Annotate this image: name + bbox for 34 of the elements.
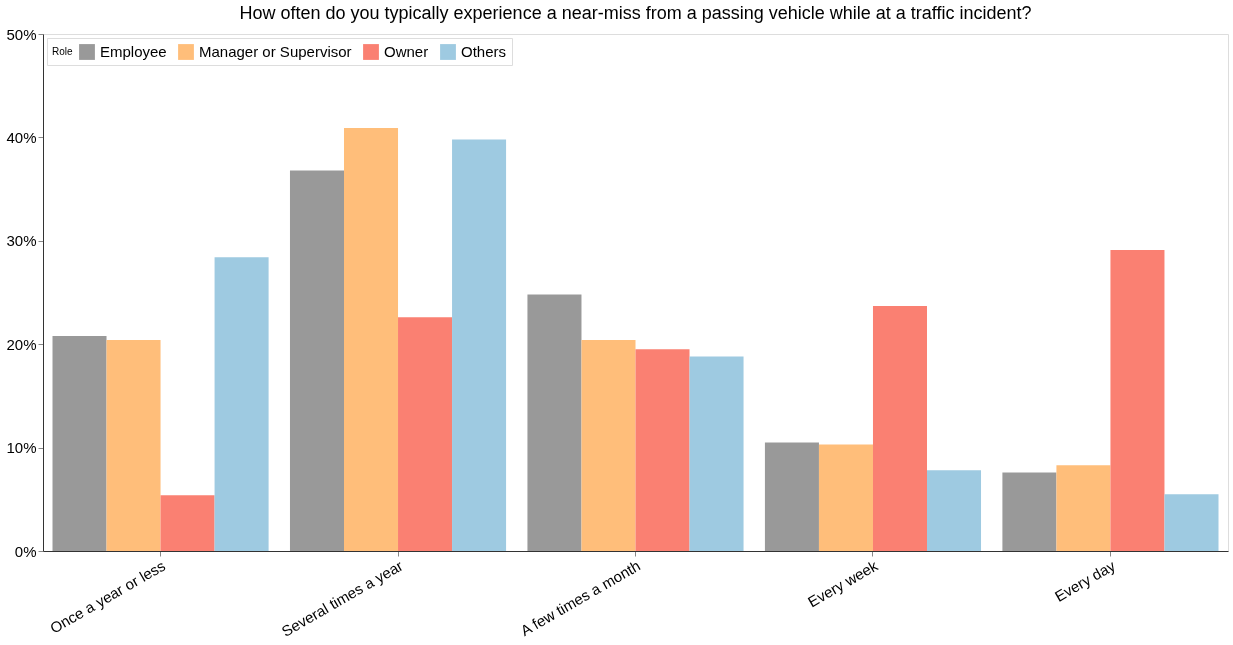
legend-label: Others (461, 43, 507, 60)
bar (527, 294, 582, 551)
y-tick-label: 50% (6, 25, 37, 43)
y-tick-label: 10% (6, 439, 37, 457)
bar (398, 317, 453, 551)
bar (52, 335, 107, 551)
legend-title: Role (52, 46, 73, 57)
bar (764, 442, 819, 551)
bar (160, 495, 215, 551)
legend-label: Owner (384, 43, 429, 60)
bar (1002, 472, 1057, 551)
legend-label: Employee (100, 43, 167, 60)
y-tick-label: 40% (6, 128, 37, 146)
bar (214, 257, 269, 551)
y-tick-label: 20% (6, 335, 37, 353)
x-tick-label: Every week (804, 556, 881, 611)
y-tick-label: 0% (14, 542, 37, 560)
x-tick-label: Once a year or less (46, 556, 169, 637)
bar (818, 444, 873, 551)
bar (1164, 494, 1219, 551)
legend-label: Manager or Supervisor (199, 43, 352, 60)
bar (106, 340, 161, 551)
chart-title: How often do you typically experience a near-miss from a passing vehicle while at a traffic incident? (239, 3, 1032, 23)
bar (452, 139, 507, 551)
bar (927, 470, 982, 551)
bar (344, 128, 399, 551)
y-tick-label: 30% (6, 232, 37, 250)
bar (1110, 250, 1165, 551)
bar (581, 340, 636, 551)
bar (872, 305, 927, 551)
bar (289, 170, 344, 551)
bar (689, 356, 744, 551)
bar (635, 349, 690, 551)
bar (1056, 465, 1111, 551)
